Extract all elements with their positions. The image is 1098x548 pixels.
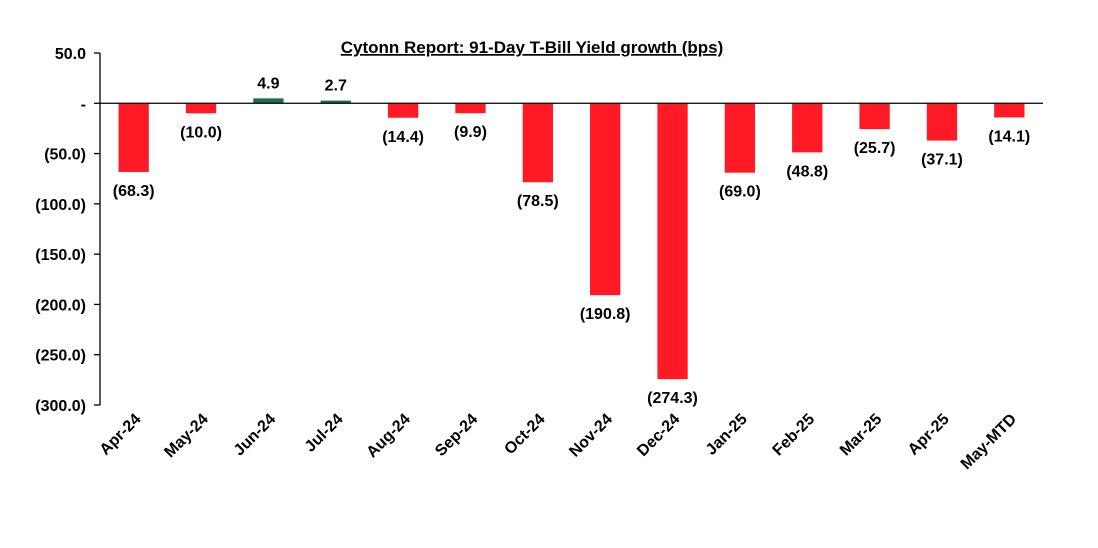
- x-category-label: Dec-24: [634, 411, 683, 460]
- data-label: (14.1): [988, 128, 1030, 145]
- x-category-label: Oct-24: [501, 411, 548, 458]
- x-category-label: Apr-24: [97, 411, 145, 459]
- chart-title: Cytonn Report: 91-Day T-Bill Yield growt…: [341, 38, 724, 57]
- bar-apr-25: [926, 103, 958, 141]
- data-label: (37.1): [921, 152, 963, 169]
- data-label: 4.9: [257, 75, 279, 92]
- bar-jul-24: [320, 100, 351, 104]
- data-label: (78.5): [517, 193, 559, 210]
- bar-apr-24: [118, 103, 149, 172]
- data-label: (14.4): [382, 129, 424, 146]
- bar-nov-24: [590, 103, 621, 296]
- x-category-label: Jan-25: [703, 411, 751, 459]
- y-tick-label: (150.0): [35, 247, 86, 264]
- data-label: (25.7): [854, 140, 896, 157]
- bar-oct-24: [522, 103, 553, 183]
- data-label: (68.3): [113, 183, 155, 200]
- x-category-label: Mar-25: [837, 411, 886, 460]
- data-label: (69.0): [719, 184, 761, 201]
- x-category-label: May-24: [161, 411, 211, 461]
- x-category-label: Jul-24: [302, 411, 347, 456]
- bar-feb-25: [792, 103, 823, 153]
- x-category-label: Sep-24: [432, 411, 481, 460]
- data-label: 2.7: [325, 78, 347, 95]
- bar-sep-24: [455, 103, 486, 114]
- bar-jun-24: [253, 98, 284, 104]
- x-axis: Apr-24 May-24 Jun-24 Jul-24 Aug-24 Sep-24 Oct-…: [97, 102, 1043, 473]
- x-category-label: Nov-24: [566, 411, 616, 461]
- data-label: (10.0): [180, 124, 222, 141]
- x-category-label: Apr-25: [905, 411, 953, 459]
- y-tick-label: (100.0): [35, 197, 86, 214]
- y-tick-label: (200.0): [35, 297, 86, 314]
- bar-may-24: [185, 103, 217, 114]
- y-tick-label: (50.0): [44, 147, 86, 164]
- y-tick-label: 50.0: [55, 46, 86, 63]
- y-tick-label: (300.0): [35, 398, 86, 415]
- y-tick-label: (250.0): [35, 348, 86, 365]
- x-category-label: Jun-24: [231, 411, 280, 460]
- bars: [118, 98, 1025, 380]
- bar-aug-24: [387, 103, 419, 118]
- data-label: (190.8): [580, 306, 631, 323]
- y-tick-label: -: [81, 96, 86, 113]
- data-label: (9.9): [454, 124, 487, 141]
- x-category-label: Feb-25: [770, 411, 819, 460]
- data-label: (274.3): [647, 390, 698, 407]
- y-axis: 50.0 - (50.0) (100.0) (150.0) (200.0) (250.0) (…: [35, 46, 101, 415]
- x-category-label: Aug-24: [364, 411, 414, 461]
- bar-may-mtd: [994, 103, 1025, 118]
- bar-mar-25: [859, 103, 890, 130]
- bar-dec-24: [657, 103, 688, 380]
- data-labels: (68.3) (10.0) 4.9 2.7 (14.4) (9.9) (78.5) (190.…: [113, 75, 1030, 407]
- x-category-label: May-MTD: [958, 411, 1020, 473]
- bar-jan-25: [724, 103, 756, 173]
- data-label: (48.8): [786, 163, 828, 180]
